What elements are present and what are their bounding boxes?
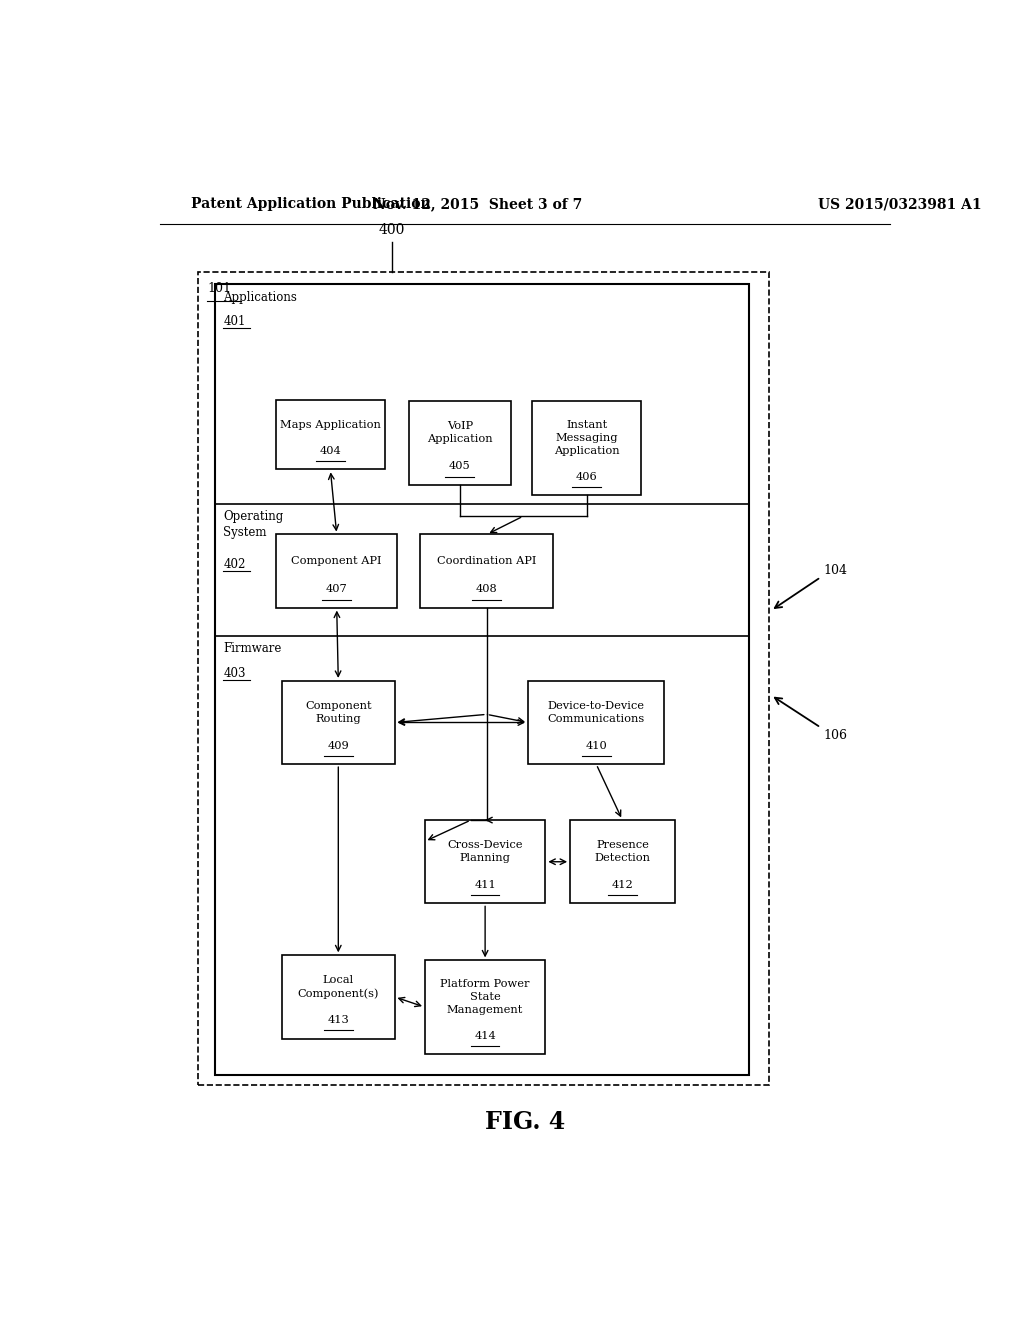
Text: Maps Application: Maps Application xyxy=(280,420,381,430)
Text: 406: 406 xyxy=(575,471,598,482)
Bar xyxy=(275,400,385,470)
Bar xyxy=(528,681,665,764)
Bar xyxy=(425,820,546,903)
Text: Local
Component(s): Local Component(s) xyxy=(298,975,379,998)
Text: 407: 407 xyxy=(326,585,347,594)
Bar xyxy=(215,284,749,1076)
Text: 403: 403 xyxy=(223,667,246,680)
Text: FIG. 4: FIG. 4 xyxy=(484,1110,565,1134)
Text: Platform Power
State
Management: Platform Power State Management xyxy=(440,979,529,1015)
Bar xyxy=(409,401,511,484)
Text: 404: 404 xyxy=(319,446,341,457)
Text: Operating
System: Operating System xyxy=(223,510,284,539)
Text: Presence
Detection: Presence Detection xyxy=(594,841,650,863)
Text: 408: 408 xyxy=(476,585,498,594)
Text: Device-to-Device
Communications: Device-to-Device Communications xyxy=(548,701,645,723)
Bar xyxy=(282,956,394,1039)
Text: Component API: Component API xyxy=(292,556,382,566)
Text: Firmware: Firmware xyxy=(223,643,282,655)
Bar xyxy=(531,401,641,495)
Bar xyxy=(276,535,397,607)
Text: US 2015/0323981 A1: US 2015/0323981 A1 xyxy=(818,197,982,211)
Text: 401: 401 xyxy=(223,315,246,327)
Text: Nov. 12, 2015  Sheet 3 of 7: Nov. 12, 2015 Sheet 3 of 7 xyxy=(373,197,582,211)
Bar xyxy=(420,535,553,607)
Text: 101: 101 xyxy=(207,282,231,296)
Text: Component
Routing: Component Routing xyxy=(305,701,372,723)
Text: 412: 412 xyxy=(611,880,633,890)
Text: 400: 400 xyxy=(379,223,406,236)
Text: 413: 413 xyxy=(328,1015,349,1026)
Text: 411: 411 xyxy=(474,880,496,890)
Bar xyxy=(570,820,675,903)
Text: 414: 414 xyxy=(474,1031,496,1040)
Text: VoIP
Application: VoIP Application xyxy=(427,421,493,445)
Text: Patent Application Publication: Patent Application Publication xyxy=(191,197,431,211)
Text: 405: 405 xyxy=(449,462,471,471)
Text: Applications: Applications xyxy=(223,290,297,304)
Text: 402: 402 xyxy=(223,558,246,570)
Text: 410: 410 xyxy=(586,741,607,751)
Bar xyxy=(282,681,394,764)
Text: Coordination API: Coordination API xyxy=(437,556,537,566)
Text: 409: 409 xyxy=(328,741,349,751)
Text: 106: 106 xyxy=(823,729,847,742)
Text: Instant
Messaging
Application: Instant Messaging Application xyxy=(554,420,620,455)
Bar xyxy=(425,961,546,1053)
Text: Cross-Device
Planning: Cross-Device Planning xyxy=(447,841,523,863)
Bar xyxy=(198,272,769,1085)
Text: 104: 104 xyxy=(823,564,847,577)
